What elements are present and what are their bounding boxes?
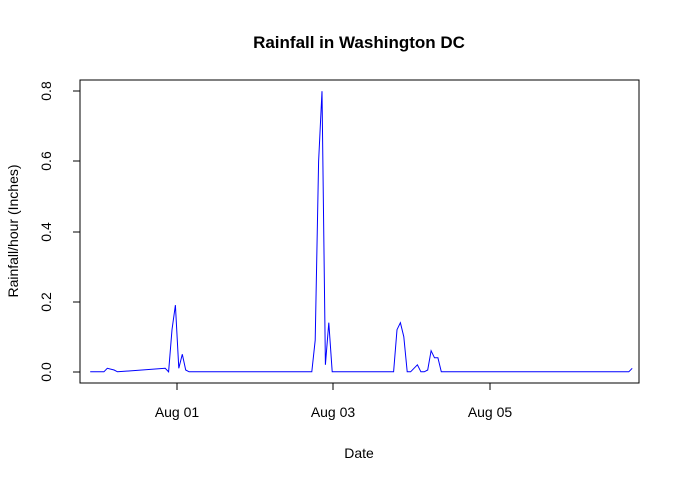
y-tick-label: 0.4 (38, 222, 54, 242)
y-tick-label: 0.0 (38, 362, 54, 382)
plot-frame (79, 79, 640, 384)
x-tick-label: Aug 01 (155, 404, 200, 420)
rainfall-series-line (90, 91, 633, 373)
x-tick-label: Aug 05 (468, 404, 513, 420)
y-tick-label: 0.2 (38, 292, 54, 312)
chart-title: Rainfall in Washington DC (253, 33, 465, 52)
x-tick-label: Aug 03 (311, 404, 356, 420)
y-axis: 0.0 0.2 0.4 0.6 0.8 (38, 81, 81, 382)
x-axis-label: Date (344, 445, 374, 461)
x-axis: Aug 01 Aug 03 Aug 05 (155, 382, 513, 420)
y-axis-label: Rainfall/hour (Inches) (5, 164, 21, 297)
y-tick-label: 0.6 (38, 151, 54, 171)
y-tick-label: 0.8 (38, 81, 54, 101)
